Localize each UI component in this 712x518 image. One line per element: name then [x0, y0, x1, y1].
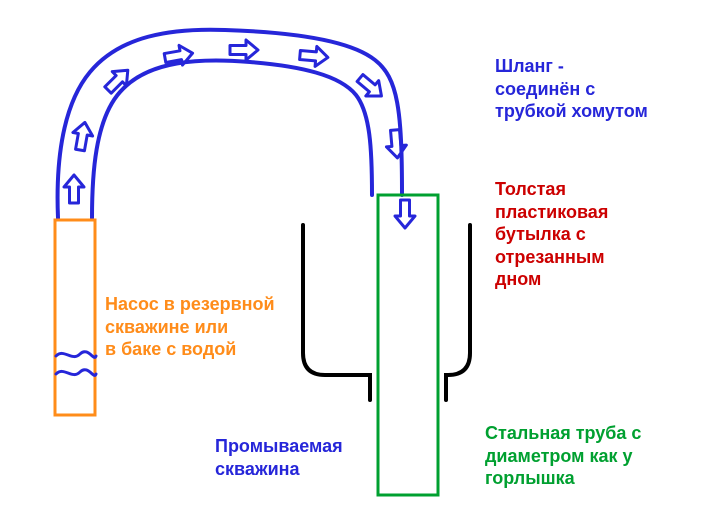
flushed-well	[303, 225, 470, 400]
label-steel-pipe: Стальная труба с диаметром как у горлышк…	[485, 422, 641, 490]
flow-arrow-icon	[395, 200, 415, 228]
label-well: Промываемая скважина	[215, 435, 343, 480]
pump	[55, 220, 95, 415]
flow-arrow-icon	[230, 40, 258, 60]
label-hose: Шланг - соединён с трубкой хомутом	[495, 55, 648, 123]
water-level-icon	[56, 352, 96, 376]
label-pump: Насос в резервной скважине или в баке с …	[105, 293, 275, 361]
flow-arrow-icon	[385, 129, 407, 159]
steel-pipe	[378, 195, 438, 495]
label-bottle: Толстая пластиковая бутылка с отрезанным…	[495, 178, 608, 291]
hose	[58, 30, 402, 218]
flow-arrow-icon	[70, 121, 95, 152]
flow-arrow-icon	[64, 175, 84, 203]
flow-arrow-icon	[299, 45, 329, 67]
